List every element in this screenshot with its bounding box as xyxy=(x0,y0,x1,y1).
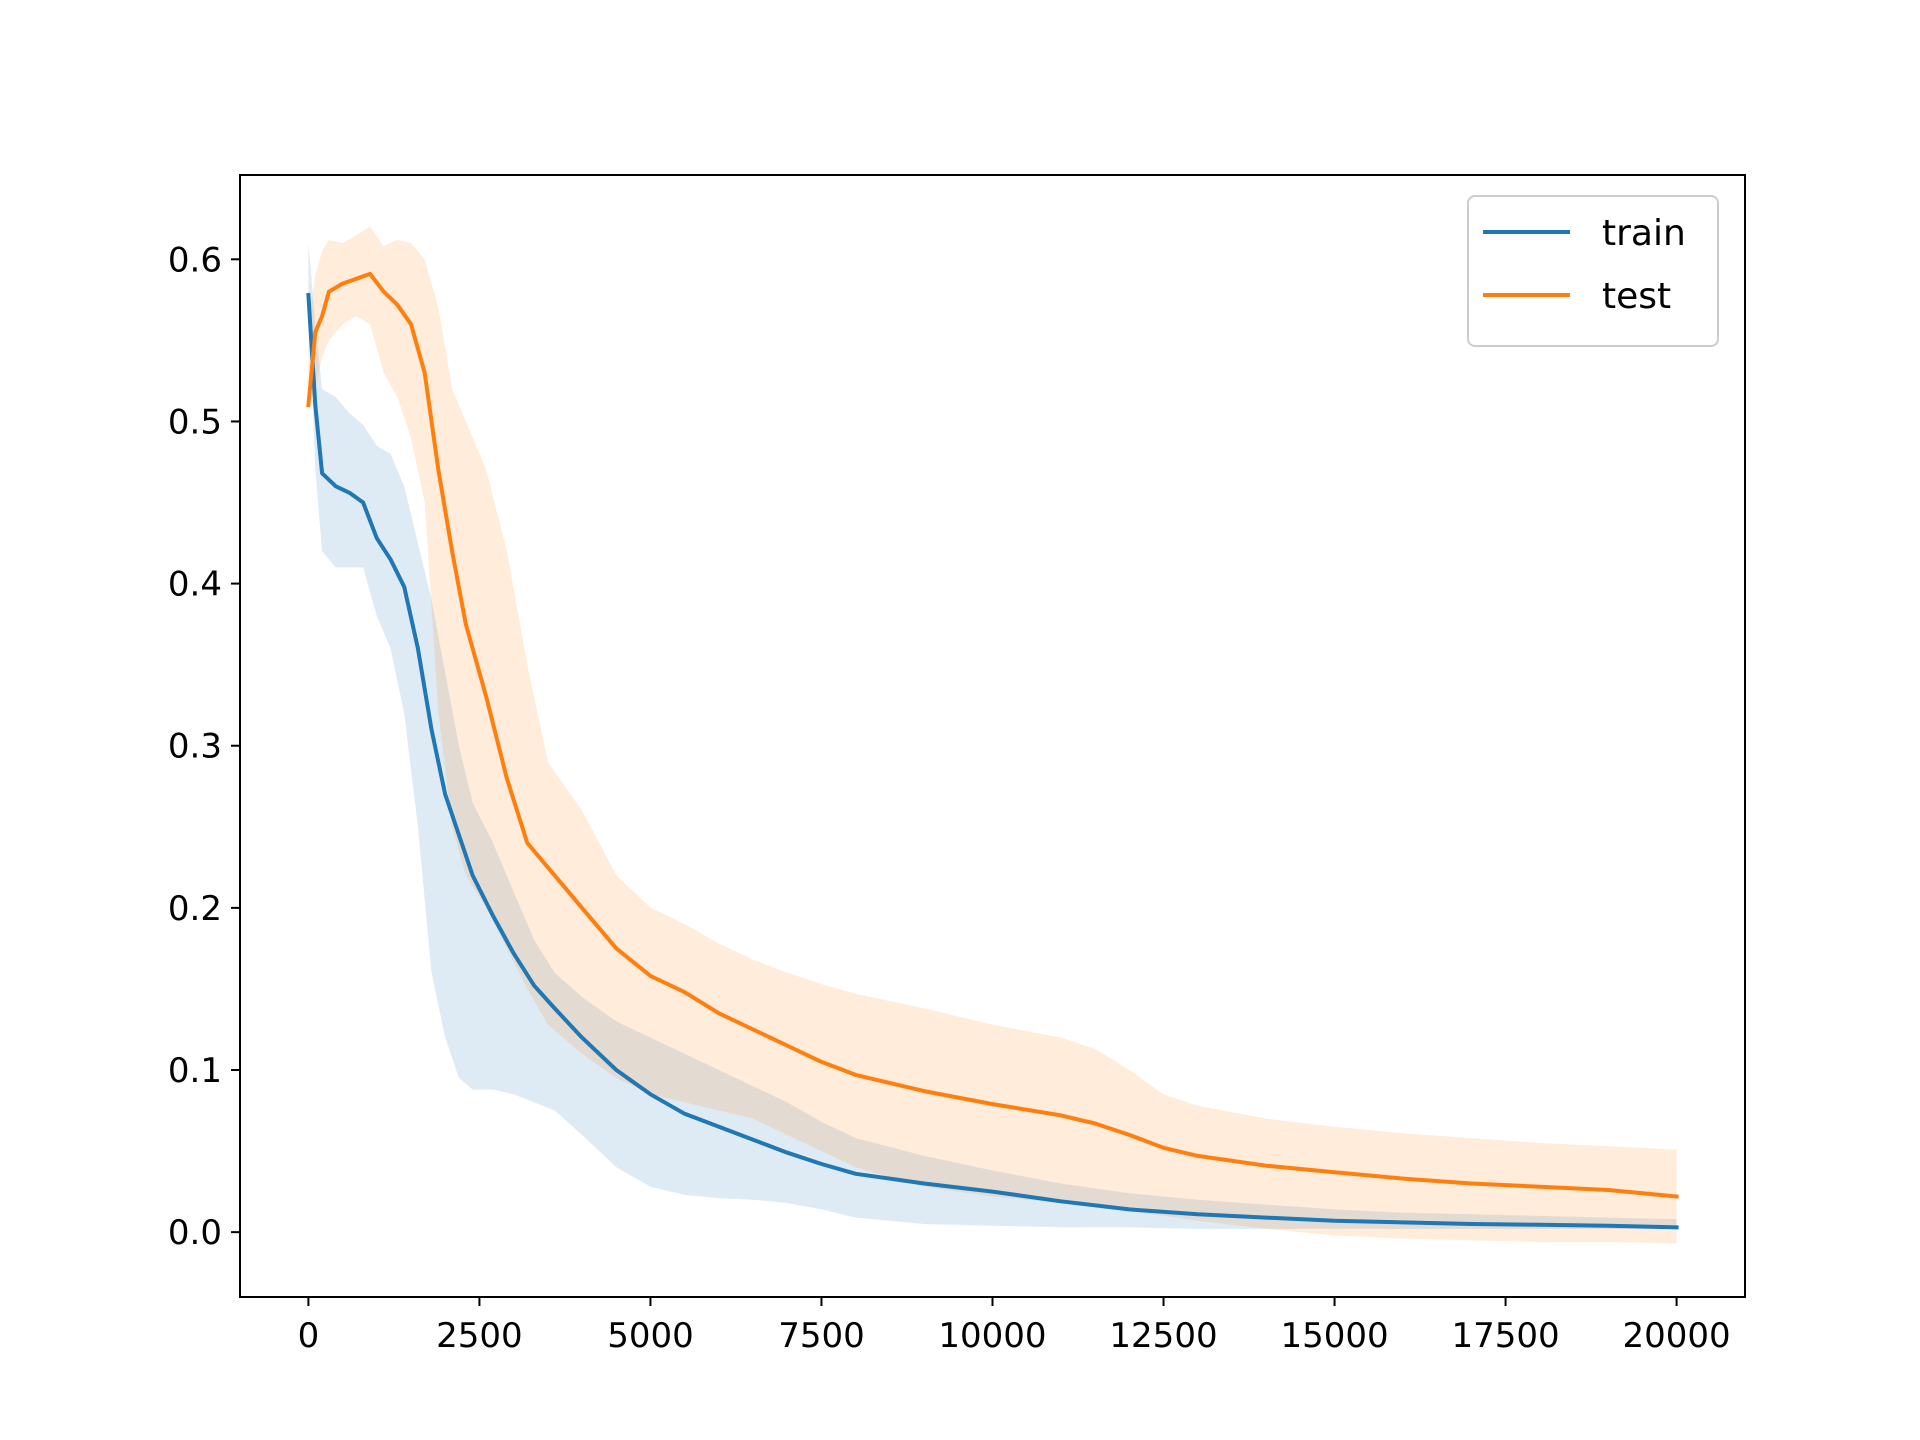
x-tick-label: 7500 xyxy=(778,1316,865,1356)
legend-label-train: train xyxy=(1602,213,1686,254)
y-tick-label: 0.1 xyxy=(168,1051,222,1091)
y-tick-label: 0.0 xyxy=(168,1213,222,1253)
x-tick-label: 0 xyxy=(298,1316,320,1356)
y-tick-label: 0.2 xyxy=(168,889,222,929)
x-tick-label: 15000 xyxy=(1280,1316,1388,1356)
x-tick-label: 5000 xyxy=(607,1316,694,1356)
x-tick-label: 12500 xyxy=(1109,1316,1217,1356)
test-line xyxy=(306,271,1679,1199)
x-tick-label: 10000 xyxy=(938,1316,1046,1356)
x-axis: 0 2500 5000 7500 10000 12500 15000 17500 20000 xyxy=(298,1297,1731,1356)
y-axis: 0.0 0.1 0.2 0.3 0.4 0.5 0.6 xyxy=(168,240,240,1253)
x-tick-label: 20000 xyxy=(1623,1316,1731,1356)
y-tick-label: 0.6 xyxy=(168,240,222,280)
y-tick-label: 0.4 xyxy=(168,565,222,605)
test-band xyxy=(308,226,1677,1244)
y-tick-label: 0.3 xyxy=(168,727,222,767)
x-tick-label: 2500 xyxy=(436,1316,523,1356)
legend-label-test: test xyxy=(1602,276,1671,317)
train-line xyxy=(306,292,1679,1230)
confidence-bands xyxy=(308,226,1677,1244)
x-tick-label: 17500 xyxy=(1451,1316,1559,1356)
series-lines xyxy=(306,271,1679,1230)
legend: train test xyxy=(1467,195,1719,347)
y-tick-label: 0.5 xyxy=(168,402,222,442)
